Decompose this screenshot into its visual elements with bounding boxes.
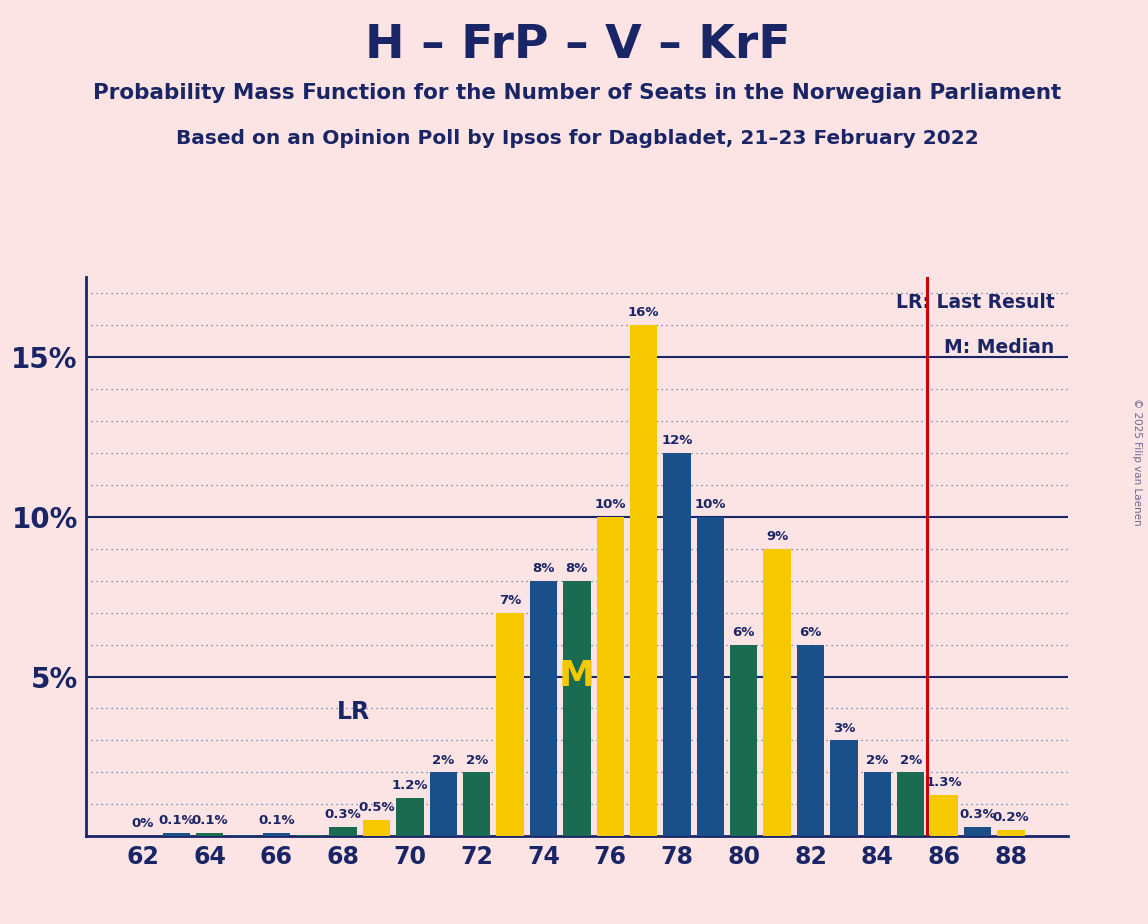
Bar xyxy=(797,645,824,836)
Bar xyxy=(830,740,858,836)
Text: 2%: 2% xyxy=(432,754,455,767)
Text: 0.1%: 0.1% xyxy=(258,814,295,827)
Text: M: M xyxy=(559,660,595,694)
Text: M: Median: M: Median xyxy=(944,338,1054,357)
Bar xyxy=(363,821,390,836)
Bar xyxy=(196,833,224,836)
Bar xyxy=(863,772,891,836)
Text: 6%: 6% xyxy=(732,626,755,638)
Bar xyxy=(296,834,324,836)
Bar xyxy=(329,827,357,836)
Text: 1.3%: 1.3% xyxy=(925,776,962,789)
Text: 0.1%: 0.1% xyxy=(158,814,194,827)
Text: 1.2%: 1.2% xyxy=(391,779,428,792)
Text: 10%: 10% xyxy=(695,498,727,511)
Text: 8%: 8% xyxy=(566,562,588,575)
Text: 8%: 8% xyxy=(533,562,554,575)
Text: 10%: 10% xyxy=(595,498,626,511)
Bar xyxy=(763,549,791,836)
Text: 6%: 6% xyxy=(799,626,822,638)
Bar xyxy=(930,795,957,836)
Bar xyxy=(664,453,691,836)
Bar xyxy=(897,772,924,836)
Text: © 2025 Filip van Laenen: © 2025 Filip van Laenen xyxy=(1132,398,1141,526)
Bar xyxy=(230,834,257,836)
Bar xyxy=(964,827,991,836)
Bar xyxy=(697,517,724,836)
Text: Based on an Opinion Poll by Ipsos for Dagbladet, 21–23 February 2022: Based on an Opinion Poll by Ipsos for Da… xyxy=(176,129,979,149)
Text: 2%: 2% xyxy=(900,754,922,767)
Text: H – FrP – V – KrF: H – FrP – V – KrF xyxy=(365,23,790,68)
Text: Probability Mass Function for the Number of Seats in the Norwegian Parliament: Probability Mass Function for the Number… xyxy=(93,83,1062,103)
Text: 0%: 0% xyxy=(132,818,154,831)
Bar xyxy=(529,580,557,836)
Text: 0.1%: 0.1% xyxy=(192,814,228,827)
Bar xyxy=(630,325,658,836)
Text: 0.5%: 0.5% xyxy=(358,801,395,814)
Text: 2%: 2% xyxy=(466,754,488,767)
Text: 12%: 12% xyxy=(661,434,692,447)
Text: LR: LR xyxy=(336,700,370,724)
Text: 9%: 9% xyxy=(766,530,789,543)
Bar xyxy=(263,833,290,836)
Text: 7%: 7% xyxy=(499,594,521,607)
Bar xyxy=(730,645,758,836)
Text: 0.3%: 0.3% xyxy=(959,808,995,821)
Bar xyxy=(998,830,1024,836)
Bar xyxy=(163,833,189,836)
Text: 16%: 16% xyxy=(628,307,659,320)
Bar xyxy=(429,772,457,836)
Bar xyxy=(463,772,490,836)
Bar xyxy=(396,798,424,836)
Bar xyxy=(597,517,625,836)
Text: LR: Last Result: LR: Last Result xyxy=(895,293,1054,312)
Bar xyxy=(564,580,590,836)
Text: 3%: 3% xyxy=(832,722,855,735)
Text: 0.3%: 0.3% xyxy=(325,808,362,821)
Text: 2%: 2% xyxy=(867,754,889,767)
Text: 0.2%: 0.2% xyxy=(993,811,1030,824)
Bar xyxy=(496,613,523,836)
